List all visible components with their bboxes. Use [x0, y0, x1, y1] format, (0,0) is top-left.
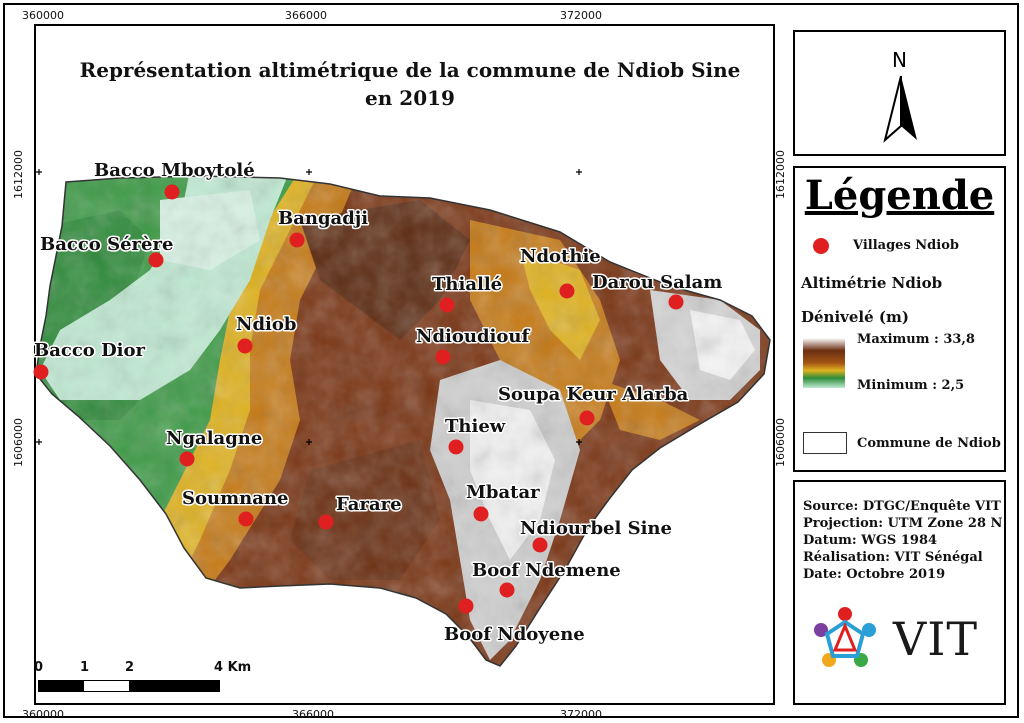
village-marker	[179, 451, 195, 467]
map-title: Représentation altimétrique de la commun…	[60, 56, 760, 112]
x-tick-top-2: 366000	[285, 9, 327, 22]
source-line-2: Projection: UTM Zone 28 N	[803, 516, 1003, 531]
village-marker	[458, 598, 474, 614]
village-marker	[318, 514, 334, 530]
x-tick-bottom-2: 366000	[292, 708, 334, 721]
village-marker	[668, 294, 684, 310]
village-label: Bangadji	[278, 208, 368, 229]
villages-layer: Bacco Mboytolé Bangadji Bacco Sérère Ndothi…	[33, 159, 724, 647]
village-label: Soupa Keur Alarba	[498, 384, 689, 405]
commune-swatch	[803, 432, 847, 454]
map-title-line1: Représentation altimétrique de la commun…	[79, 58, 741, 82]
north-label: N	[892, 48, 907, 72]
village-marker	[448, 439, 464, 455]
north-panel: N	[793, 30, 1006, 156]
village-label: Ngalagne	[166, 428, 262, 449]
north-arrow-icon	[883, 75, 917, 143]
village-label: Darou Salam	[592, 272, 722, 293]
village-marker-icon	[813, 238, 829, 254]
village-label: Bacco Mboytolé	[94, 160, 255, 181]
village-marker	[33, 364, 49, 380]
source-line-1: Source: DTGC/Enquête VIT	[803, 499, 1001, 514]
elevation-ramp	[803, 338, 845, 388]
source-line-3: Datum: WGS 1984	[803, 533, 938, 548]
village-label: Boof Ndoyene	[444, 624, 585, 645]
legend-title: Légende	[804, 172, 995, 219]
village-label: Bacco Dior	[34, 340, 146, 361]
x-tick-top-3: 372000	[560, 9, 602, 22]
vit-logo-text: VIT	[893, 612, 979, 666]
legend-alt-title: Altimétrie Ndiob	[801, 274, 943, 292]
village-label: Boof Ndemene	[472, 560, 621, 581]
commune-boundary	[35, 175, 771, 667]
scale-label-0: 0	[34, 660, 44, 675]
x-tick-bottom-3: 372000	[560, 708, 602, 721]
x-tick-top-1: 360000	[22, 9, 64, 22]
village-marker	[579, 410, 595, 426]
village-label: Soumnane	[182, 488, 288, 509]
village-label: Ndiob	[236, 314, 296, 335]
outer-frame	[3, 3, 1019, 718]
source-panel: Source: DTGC/Enquête VIT Projection: UTM…	[793, 480, 1006, 705]
scale-label-2: 2	[125, 660, 135, 675]
legend-villages-label: Villages Ndiob	[853, 238, 959, 253]
village-label: Mbatar	[466, 482, 540, 503]
village-marker	[237, 338, 253, 354]
legend-max-label: Maximum : 33,8	[857, 332, 975, 347]
vit-logo-icon	[814, 607, 876, 667]
legend-panel: Légende Villages Ndiob Altimétrie Ndiob …	[793, 166, 1006, 472]
map-title-line2: en 2019	[365, 86, 455, 110]
village-marker	[289, 232, 305, 248]
village-marker	[473, 506, 489, 522]
legend-commune-label: Commune de Ndiob	[857, 436, 1001, 451]
scale-bar-outline	[38, 680, 220, 692]
village-marker	[164, 184, 180, 200]
x-tick-bottom-1: 360000	[22, 708, 64, 721]
village-marker	[559, 283, 575, 299]
village-label: Thiew	[445, 416, 506, 437]
village-marker	[148, 252, 164, 268]
village-marker	[238, 511, 254, 527]
village-marker	[439, 297, 455, 313]
source-line-5: Date: Octobre 2019	[803, 567, 946, 582]
grid-crosses	[36, 169, 582, 445]
source-line-4: Réalisation: VIT Sénégal	[803, 550, 983, 565]
legend-min-label: Minimum : 2,5	[857, 378, 965, 393]
village-label: Ndioudiouf	[416, 326, 530, 347]
village-marker	[435, 349, 451, 365]
village-marker	[532, 537, 548, 553]
scale-label-4km: 4 Km	[214, 660, 252, 675]
legend-denivele-label: Dénivelé (m)	[801, 308, 909, 326]
village-label: Bacco Sérère	[40, 234, 173, 255]
village-marker	[499, 582, 515, 598]
village-label: Ndiourbel Sine	[520, 518, 672, 539]
source-text: Source: DTGC/Enquête VIT Projection: UTM…	[803, 498, 1002, 583]
village-label: Thiallé	[432, 274, 502, 295]
scale-label-1: 1	[80, 660, 90, 675]
village-label: Ndothie	[520, 246, 601, 267]
village-label: Farare	[336, 494, 402, 515]
